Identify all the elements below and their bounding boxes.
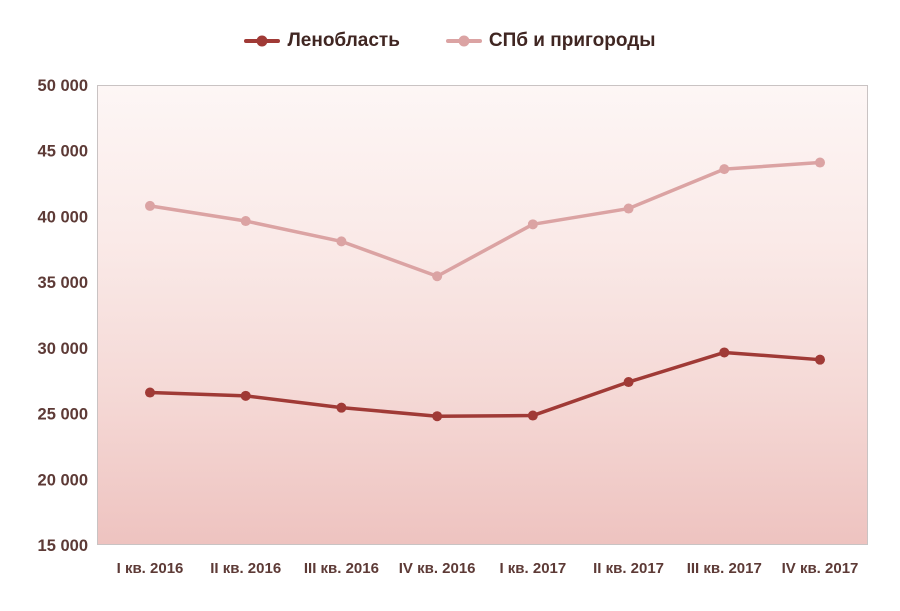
lenoblast-series-dot-icon	[256, 35, 268, 47]
y-axis-tick-label: 40 000	[38, 208, 88, 226]
series-point	[719, 164, 730, 175]
legend-label-lenoblast: Ленобласть	[287, 30, 400, 51]
x-axis-tick-label: III кв. 2016	[304, 560, 379, 577]
y-axis-tick-label: 45 000	[38, 143, 88, 161]
series-point	[432, 271, 443, 282]
legend-item-lenoblast: Ленобласть	[244, 30, 400, 52]
x-axis-tick-label: I кв. 2016	[117, 560, 184, 577]
series-point	[240, 216, 251, 227]
series-point	[336, 402, 347, 413]
legend-item-spb: СПб и пригороды	[445, 30, 656, 52]
y-axis-tick-label: 25 000	[38, 406, 88, 424]
series-line-1	[148, 160, 822, 278]
series-point	[623, 377, 634, 388]
y-axis-tick-label: 35 000	[38, 274, 88, 292]
x-axis-tick-label: IV кв. 2016	[399, 560, 476, 577]
series-point	[815, 354, 825, 365]
series-point	[145, 200, 155, 211]
series-point	[336, 236, 347, 247]
x-axis-tick-label: IV кв. 2017	[782, 560, 859, 577]
series-point	[527, 219, 538, 230]
series-point	[815, 157, 825, 168]
spb-series-dot-icon	[458, 35, 470, 47]
chart-legend: Ленобласть СПб и пригороды	[0, 30, 900, 52]
series-point	[719, 347, 730, 358]
y-axis-tick-label: 30 000	[38, 340, 88, 358]
series-point	[145, 387, 155, 398]
y-axis-tick-label: 20 000	[38, 471, 88, 489]
lenoblast-series-marker-icon	[244, 35, 281, 47]
series-point	[623, 203, 634, 214]
y-axis-tick-label: 50 000	[38, 77, 88, 95]
x-axis-tick-label: II кв. 2016	[210, 560, 281, 577]
series-point	[527, 410, 538, 421]
x-axis-tick-label: I кв. 2017	[499, 560, 566, 577]
series-point	[432, 411, 443, 422]
x-axis-tick-label: III кв. 2017	[687, 560, 762, 577]
series-line-0	[148, 350, 822, 418]
legend-label-spb: СПб и пригороды	[488, 30, 656, 51]
plot-area-background	[97, 85, 868, 545]
y-axis-tick-label: 15 000	[38, 537, 88, 555]
spb-series-marker-icon	[445, 35, 482, 47]
series-point	[240, 390, 251, 401]
x-axis-tick-label: II кв. 2017	[593, 560, 664, 577]
